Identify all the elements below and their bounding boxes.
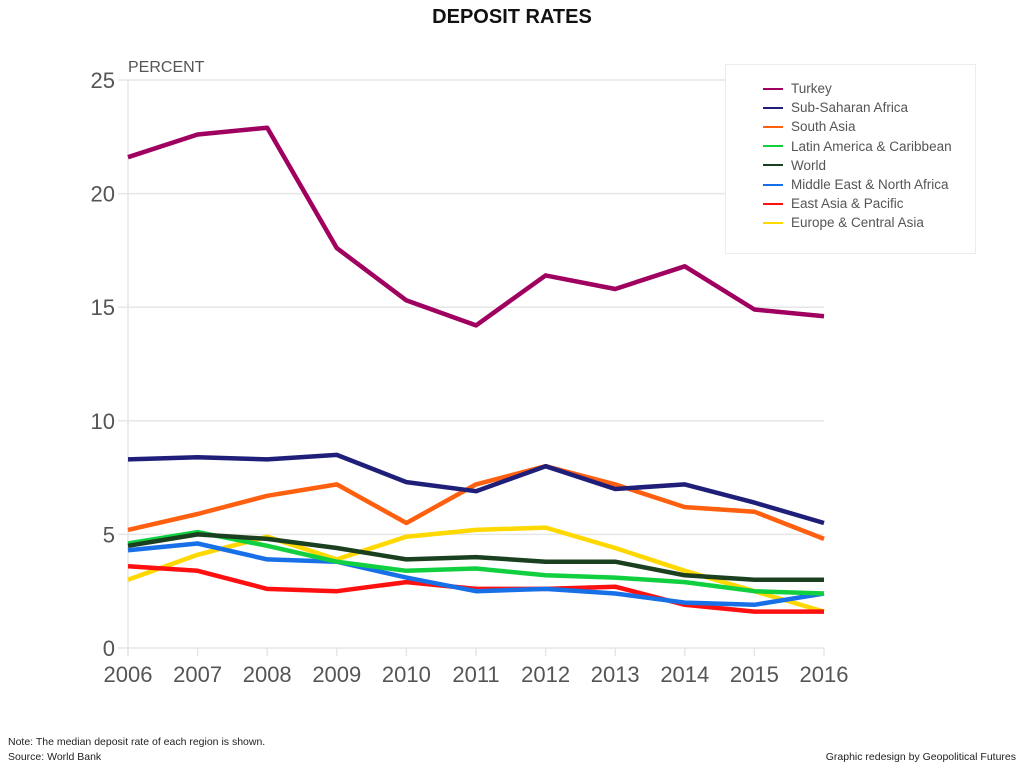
series-line-south-asia [127,463,825,541]
legend-item: Turkey [763,79,832,98]
legend-label: South Asia [791,119,856,135]
legend-item: Latin America & Caribbean [763,137,952,156]
y-tick-label: 5 [103,522,115,547]
legend-item: Middle East & North Africa [763,175,949,194]
x-tick-label: 2011 [452,662,499,687]
x-tick-label: 2012 [521,662,570,687]
legend-swatch [763,164,783,167]
legend-label: Middle East & North Africa [791,177,949,192]
y-axis-label: PERCENT [128,59,205,76]
legend-label: Sub-Saharan Africa [791,100,909,116]
y-tick-label: 20 [91,182,115,207]
y-tick-label: 15 [91,295,115,320]
series-lines [127,125,825,614]
x-tick-label: 2016 [800,662,849,687]
series-line-turkey [127,125,825,328]
series-line-latin-america-caribbean [127,529,825,596]
legend-swatch [763,183,783,186]
series-line-sub-saharan-africa [127,452,825,526]
y-tick-label: 10 [91,409,115,434]
chart-title: DEPOSIT RATES [432,6,592,28]
x-tick-label: 2010 [382,662,431,687]
source-note: Source: World Bank [8,751,102,763]
x-tick-label: 2015 [730,662,779,687]
legend: Turkey Sub-Saharan Africa South Asia Latin … [725,64,976,254]
series-line-middle-east-north-africa [127,541,825,608]
legend-swatch [763,87,783,90]
legend-label: Turkey [791,81,832,96]
x-tick-label: 2008 [243,662,292,687]
legend-item: Europe & Central Asia [763,213,924,232]
gridlines [118,79,824,656]
series-line-world [127,532,824,583]
x-tick-label: 2013 [591,662,640,687]
legend-label: World [791,157,827,173]
credit-note: Graphic redesign by Geopolitical Futures [825,751,1016,763]
series-line-east-asia-pacific [127,563,824,614]
legend-item: Sub-Saharan Africa [763,98,908,117]
x-tick-label: 2009 [312,662,361,687]
legend-item: World [763,156,826,175]
x-tick-label: 2007 [173,662,222,687]
x-tick-label: 2014 [660,662,709,687]
footnote: Note: The median deposit rate of each re… [8,736,266,748]
legend-swatch [763,125,783,128]
legend-label: Latin America & Caribbean [791,138,952,154]
legend-swatch [763,106,783,109]
legend-swatch [763,145,783,148]
legend-label: Europe & Central Asia [791,215,924,231]
legend-item: South Asia [763,117,856,136]
legend-item: East Asia & Pacific [763,194,904,213]
axes: 0 5 10 15 20 25 2006 2007 2008 2009 2010 2011 2012 20… [91,68,849,687]
legend-swatch [763,221,783,224]
x-tick-label: 2006 [104,662,153,687]
y-tick-label: 0 [103,636,115,661]
y-tick-label: 25 [91,68,115,93]
legend-label: East Asia & Pacific [791,196,904,212]
legend-swatch [763,202,783,205]
